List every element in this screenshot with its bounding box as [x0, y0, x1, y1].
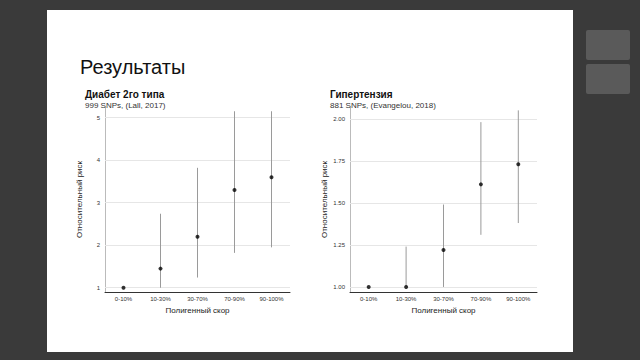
svg-text:2.00: 2.00 [333, 116, 345, 122]
svg-text:Относительный риск: Относительный риск [320, 160, 329, 238]
svg-text:881 SNPs, (Evangelou, 2018): 881 SNPs, (Evangelou, 2018) [330, 101, 436, 110]
svg-text:0-10%: 0-10% [115, 296, 133, 302]
svg-text:Полигенный скор: Полигенный скор [165, 306, 230, 315]
svg-text:5: 5 [97, 115, 101, 121]
svg-text:90-100%: 90-100% [506, 296, 531, 302]
svg-text:10-30%: 10-30% [396, 296, 417, 302]
svg-text:1.00: 1.00 [333, 284, 345, 290]
svg-text:999 SNPs, (Lall, 2017): 999 SNPs, (Lall, 2017) [85, 101, 166, 110]
svg-text:1: 1 [97, 285, 101, 291]
svg-text:0-10%: 0-10% [360, 296, 378, 302]
svg-text:30-70%: 30-70% [433, 296, 454, 302]
svg-text:10-30%: 10-30% [150, 296, 171, 302]
svg-text:1.50: 1.50 [333, 200, 345, 206]
svg-text:Диабет 2го типа: Диабет 2го типа [85, 89, 165, 100]
svg-text:1.25: 1.25 [333, 242, 345, 248]
svg-text:Относительный риск: Относительный риск [75, 160, 84, 238]
svg-text:70-90%: 70-90% [224, 296, 245, 302]
svg-text:1.75: 1.75 [333, 158, 345, 164]
svg-text:90-100%: 90-100% [259, 296, 284, 302]
svg-text:4: 4 [97, 157, 101, 163]
svg-text:Результаты: Результаты [80, 56, 185, 78]
svg-text:2: 2 [97, 242, 101, 248]
svg-text:Полигенный скор: Полигенный скор [411, 306, 476, 315]
svg-text:70-90%: 70-90% [471, 296, 492, 302]
svg-text:Гипертензия: Гипертензия [330, 89, 393, 100]
svg-text:3: 3 [97, 200, 101, 206]
svg-text:30-70%: 30-70% [187, 296, 208, 302]
